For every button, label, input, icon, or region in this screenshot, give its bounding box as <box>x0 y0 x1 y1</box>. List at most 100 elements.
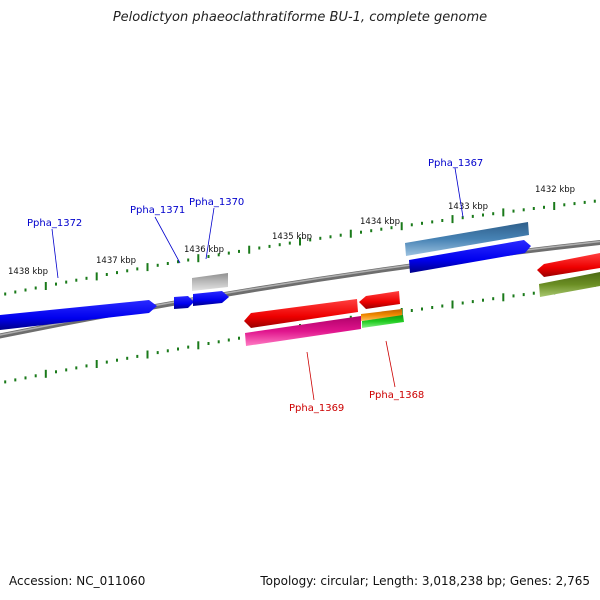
forward-scale-minor-tick <box>583 200 586 204</box>
reverse-scale-minor-tick <box>482 298 484 302</box>
reverse-scale-minor-tick <box>116 358 118 362</box>
forward-scale-minor-tick <box>532 207 535 210</box>
forward-scale-minor-tick <box>278 243 281 247</box>
forward-scale-major-tick <box>95 272 98 281</box>
reverse-scale-major-tick <box>95 360 98 368</box>
forward-scale-minor-tick <box>319 236 322 240</box>
forward-scale-minor-tick <box>492 212 495 216</box>
leader-line-ppha-1370 <box>205 207 215 260</box>
gene-right-red[interactable] <box>537 253 600 277</box>
forward-scale-major-tick <box>146 263 149 272</box>
forward-scale-minor-tick <box>34 286 37 290</box>
forward-scale-minor-tick <box>85 276 88 280</box>
gene-ppha-1368[interactable] <box>362 315 404 328</box>
forward-scale-minor-tick <box>309 238 312 242</box>
scale-label-1435: 1435 kbp <box>272 232 312 242</box>
gene-label-ppha-1372[interactable]: Ppha_1372 <box>27 218 82 229</box>
forward-scale-minor-tick <box>512 209 515 213</box>
forward-scale-minor-tick <box>370 229 373 233</box>
gene-label-ppha-1368[interactable]: Ppha_1368 <box>369 390 424 401</box>
forward-scale-minor-tick <box>573 202 576 206</box>
forward-scale-minor-tick <box>421 221 423 225</box>
gene-ppha-1368-orange[interactable] <box>361 309 402 321</box>
forward-scale-minor-tick <box>360 230 362 234</box>
forward-scale-minor-tick <box>461 216 464 220</box>
gene-ppha-1370[interactable] <box>193 291 229 306</box>
forward-scale-major-tick <box>400 222 403 231</box>
scale-label-1438: 1438 kbp <box>8 267 48 277</box>
forward-scale-major-tick <box>349 229 352 238</box>
leader-line-ppha-1368 <box>385 340 396 388</box>
gene-ppha-1368-red[interactable] <box>359 291 400 309</box>
leader-line-ppha-1369 <box>306 351 315 401</box>
reverse-scale-minor-tick <box>492 297 495 301</box>
leader-line-ppha-1367 <box>454 167 464 218</box>
scale-label-1437: 1437 kbp <box>96 256 136 266</box>
reverse-scale-minor-tick <box>512 294 515 298</box>
gene-ppha-1367[interactable] <box>409 240 531 273</box>
gene-ppha-1369-red[interactable] <box>244 299 358 328</box>
gene-ppha-1372[interactable] <box>0 300 157 330</box>
forward-scale-major-tick <box>299 237 301 246</box>
gene-label-ppha-1367[interactable]: Ppha_1367 <box>428 158 483 169</box>
genome-summary-text: Topology: circular; Length: 3,018,238 bp… <box>260 574 590 588</box>
forward-scale-minor-tick <box>75 278 78 282</box>
forward-scale-minor-tick <box>136 267 139 271</box>
scale-label-1433: 1433 kbp <box>448 202 488 212</box>
gene-ppha-1367-steel[interactable] <box>405 222 529 256</box>
gene-label-ppha-1369[interactable]: Ppha_1369 <box>289 403 344 414</box>
reverse-scale-minor-tick <box>24 376 27 380</box>
accession-text: Accession: NC_011060 <box>9 574 146 588</box>
forward-scale-minor-tick <box>339 233 342 237</box>
gene-ppha-1371[interactable] <box>174 296 194 309</box>
forward-scale-minor-tick <box>65 280 68 284</box>
reverse-scale-minor-tick <box>532 291 535 295</box>
reverse-scale-minor-tick <box>461 301 464 305</box>
scale-label-1432: 1432 kbp <box>535 185 575 195</box>
forward-scale-minor-tick <box>390 226 393 230</box>
forward-scale-minor-tick <box>238 249 240 253</box>
leader-line-ppha-1371 <box>154 216 181 264</box>
reverse-scale-minor-tick <box>177 347 179 351</box>
reverse-scale-minor-tick <box>471 300 474 304</box>
gene-ppha-1369[interactable] <box>245 316 361 346</box>
reverse-scale-minor-tick <box>421 307 423 311</box>
forward-scale-minor-tick <box>471 214 474 218</box>
reverse-scale-minor-tick <box>65 368 68 372</box>
genome-backbone <box>0 240 600 339</box>
reverse-scale-minor-tick <box>431 306 434 309</box>
reverse-scale-major-tick <box>502 293 505 302</box>
forward-scale-major-tick <box>553 202 556 210</box>
reverse-scale-minor-tick <box>166 349 169 353</box>
reverse-scale-minor-tick <box>217 340 220 344</box>
forward-scale-minor-tick <box>329 235 332 239</box>
forward-scale-minor-tick <box>166 262 169 265</box>
reverse-scale-major-tick <box>44 369 47 378</box>
reverse-scale-minor-tick <box>156 351 159 355</box>
scale-label-1434: 1434 kbp <box>360 217 400 227</box>
forward-scale-minor-tick <box>207 255 210 258</box>
forward-scale-minor-tick <box>268 244 271 248</box>
gene-ppha-1370-gray[interactable] <box>192 273 228 291</box>
reverse-scale-minor-tick <box>55 370 57 374</box>
gene-label-ppha-1370[interactable]: Ppha_1370 <box>189 197 244 208</box>
reverse-scale-major-tick <box>451 300 454 309</box>
forward-scale-major-tick <box>502 208 505 217</box>
forward-scale-minor-tick <box>177 260 179 264</box>
forward-scale-ticks <box>4 199 596 296</box>
gene-right-olive[interactable] <box>539 272 600 297</box>
forward-scale-minor-tick <box>126 269 129 273</box>
map-title: Pelodictyon phaeoclathratiforme BU-1, co… <box>112 10 488 25</box>
forward-scale-minor-tick <box>156 263 159 267</box>
forward-scale-major-tick <box>44 282 47 290</box>
forward-scale-minor-tick <box>441 219 444 222</box>
reverse-scale-minor-tick <box>522 293 525 297</box>
reverse-scale-minor-tick <box>207 342 210 345</box>
gene-label-ppha-1371[interactable]: Ppha_1371 <box>130 205 185 216</box>
reverse-scale-major-tick <box>146 350 149 359</box>
forward-scale-minor-tick <box>288 241 291 245</box>
reverse-scale-minor-tick <box>126 356 129 360</box>
reverse-scale-minor-tick <box>136 354 139 358</box>
reverse-scale-minor-tick <box>441 304 444 308</box>
reverse-scale-minor-tick <box>34 374 37 378</box>
